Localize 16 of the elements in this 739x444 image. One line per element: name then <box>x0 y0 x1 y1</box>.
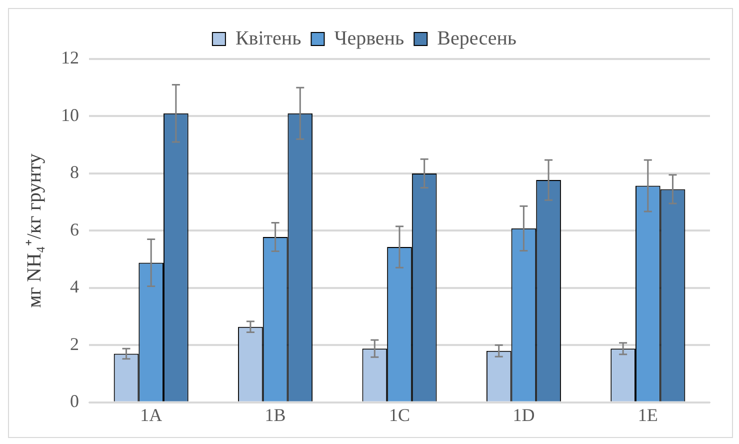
y-tick-label: 6 <box>70 219 79 240</box>
x-tick-label: 1A <box>140 404 162 425</box>
x-tick-label: 1E <box>638 404 658 425</box>
y-tick-label: 0 <box>70 391 79 412</box>
y-tick-label: 8 <box>70 162 79 182</box>
y-tick-label: 4 <box>70 276 79 297</box>
x-tick-label: 1B <box>264 404 286 425</box>
y-tick-label: 2 <box>70 334 79 354</box>
y-tick-label: 12 <box>61 48 79 68</box>
y-axis-title: мг NH₄⁺/кг грунту <box>23 154 46 308</box>
y-tick-label: 10 <box>61 104 79 125</box>
legend-label: Червень <box>334 27 404 50</box>
legend-label: Вересень <box>437 27 517 50</box>
x-tick-label: 1C <box>388 404 410 425</box>
x-tick-label: 1D <box>512 404 535 425</box>
legend-label: Квітень <box>235 27 302 50</box>
